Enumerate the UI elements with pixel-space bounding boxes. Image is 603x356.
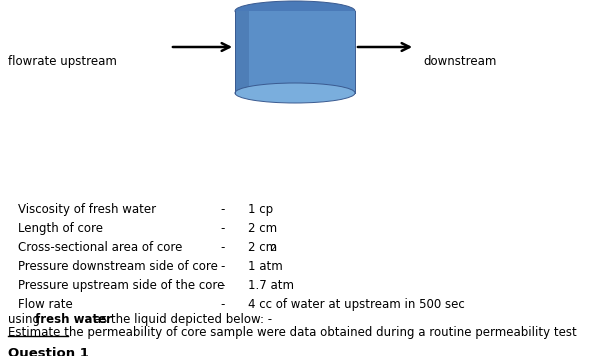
Bar	[235, 11, 249, 93]
Text: Estimate the permeability of core sample were data obtained during a routine per: Estimate the permeability of core sample…	[8, 326, 576, 339]
Text: -: -	[220, 203, 224, 216]
Text: using: using	[8, 313, 44, 326]
Text: Question 1: Question 1	[8, 347, 89, 356]
Text: Cross-sectional area of core: Cross-sectional area of core	[18, 241, 182, 254]
Text: Viscosity of fresh water: Viscosity of fresh water	[18, 203, 156, 216]
Text: 1 atm: 1 atm	[248, 260, 283, 273]
Text: 4 cc of water at upstream in 500 sec: 4 cc of water at upstream in 500 sec	[248, 298, 465, 311]
Text: Pressure downstream side of core: Pressure downstream side of core	[18, 260, 218, 273]
Ellipse shape	[235, 1, 355, 21]
Bar	[235, 11, 355, 93]
Text: 2 cm: 2 cm	[248, 222, 277, 235]
Text: -: -	[220, 222, 224, 235]
Text: 1 cp: 1 cp	[248, 203, 273, 216]
Text: flowrate upstream: flowrate upstream	[8, 55, 117, 68]
Text: 2 cm: 2 cm	[248, 241, 277, 254]
Text: 1.7 atm: 1.7 atm	[248, 279, 294, 292]
Text: as the liquid depicted below: -: as the liquid depicted below: -	[90, 313, 272, 326]
Ellipse shape	[235, 83, 355, 103]
Text: 2: 2	[270, 244, 275, 253]
Text: -: -	[220, 241, 224, 254]
Text: Flow rate: Flow rate	[18, 298, 73, 311]
Text: fresh water: fresh water	[35, 313, 112, 326]
Text: -: -	[220, 279, 224, 292]
Text: Length of core: Length of core	[18, 222, 103, 235]
Text: -: -	[220, 260, 224, 273]
Text: downstream: downstream	[423, 55, 496, 68]
Text: Pressure upstream side of the core: Pressure upstream side of the core	[18, 279, 224, 292]
Text: -: -	[220, 298, 224, 311]
